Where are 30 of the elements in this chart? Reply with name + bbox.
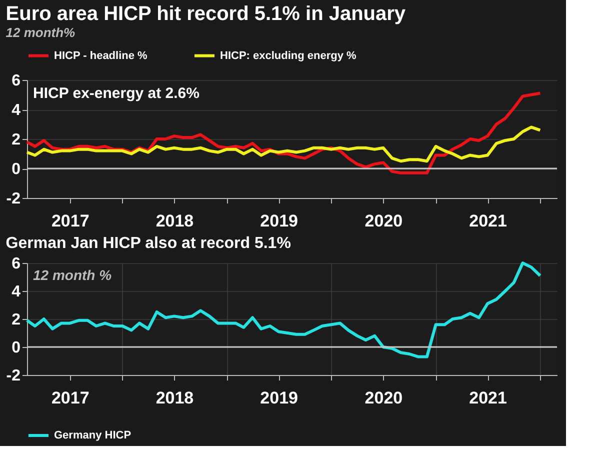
- x-tick-label: 2017: [51, 388, 90, 408]
- x-tick-label: 2019: [260, 388, 298, 408]
- line-series: [26, 126, 542, 163]
- y-tick-label: 0: [12, 161, 21, 178]
- legend-label: HICP - headline %: [54, 50, 148, 62]
- x-tick-label: 2019: [260, 212, 298, 230]
- y-tick-label: 4: [12, 284, 21, 300]
- x-tick-label: 2020: [364, 388, 403, 408]
- x-tick-label: 2021: [469, 212, 507, 230]
- chart-title: German Jan HICP also at record 5.1%: [6, 235, 291, 252]
- y-tick-label: 2: [12, 132, 21, 148]
- legend-label: Germany HICP: [54, 430, 132, 442]
- y-tick-label: 6: [12, 72, 21, 90]
- y-tick-label: 0: [12, 340, 21, 356]
- y-tick-label: -2: [6, 368, 21, 384]
- x-tick-label: 2018: [156, 388, 194, 408]
- line-series: [26, 262, 542, 358]
- chart-subtitle: 12 month%: [6, 25, 76, 40]
- annotation: 12 month %: [33, 267, 112, 283]
- y-tick-label: 2: [12, 312, 21, 328]
- x-tick-label: 2021: [469, 388, 507, 408]
- x-tick-label: 2017: [51, 212, 90, 230]
- y-tick-label: 6: [12, 256, 21, 272]
- x-tick-label: 2020: [364, 212, 403, 230]
- x-tick-label: 2018: [156, 212, 194, 230]
- chart-title: Euro area HICP hit record 5.1% in January: [6, 3, 406, 25]
- y-tick-label: -2: [6, 190, 21, 208]
- y-tick-label: 4: [12, 102, 21, 119]
- annotation: HICP ex-energy at 2.6%: [33, 85, 200, 102]
- legend-label: HICP: excluding energy %: [220, 50, 357, 62]
